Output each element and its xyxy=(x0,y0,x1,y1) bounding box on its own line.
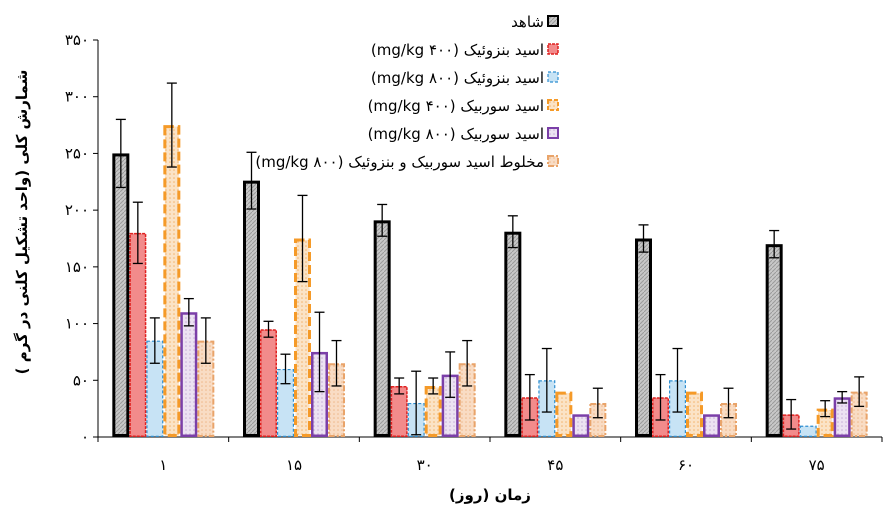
bar xyxy=(572,414,590,438)
bar xyxy=(328,363,345,437)
legend-swatch xyxy=(547,127,559,139)
bar xyxy=(833,397,851,437)
bar xyxy=(390,385,408,438)
bar xyxy=(129,232,147,437)
legend-swatch xyxy=(547,71,559,83)
bar xyxy=(458,363,476,437)
bar xyxy=(243,180,260,437)
y-tick-label: ۳۰۰ xyxy=(65,88,89,106)
y-tick-label: ۱۰۰ xyxy=(65,315,89,333)
x-tick-label: ۶۰ xyxy=(678,456,694,474)
bar xyxy=(703,414,720,438)
x-tick-label: ۳۰ xyxy=(417,456,433,474)
x-tick-label: ۱ xyxy=(159,456,167,474)
y-tick-label: ۰ xyxy=(81,428,89,446)
x-axis-title: زمان (روز) xyxy=(449,486,531,504)
legend-swatch xyxy=(547,155,559,167)
bar xyxy=(635,238,652,437)
bar xyxy=(180,312,198,438)
bar xyxy=(504,231,522,437)
y-tick-label: ۲۰۰ xyxy=(65,201,89,219)
legend-label: مخلوط اسید سوربیک و بنزوئیک (۸۰۰ mg/kg) xyxy=(255,153,544,171)
y-tick-label: ۲۵۰ xyxy=(65,144,89,162)
bar xyxy=(112,153,130,438)
legend-label: اسید سوربیک (۴۰۰ mg/kg) xyxy=(368,97,544,115)
bar xyxy=(720,402,737,438)
x-tick-label: ۴۵ xyxy=(547,456,563,474)
y-tick-label: ۳۵۰ xyxy=(65,31,89,49)
bar xyxy=(850,391,868,437)
legend-label: شاهد xyxy=(511,13,544,31)
y-tick-label: ۵۰ xyxy=(73,371,89,389)
x-tick-label: ۱۵ xyxy=(286,456,302,474)
bar xyxy=(589,402,607,438)
bar xyxy=(163,125,181,437)
legend-swatch xyxy=(547,15,559,27)
legend-label: اسید بنزوئیک (۴۰۰ mg/kg) xyxy=(371,41,544,59)
legend-swatch xyxy=(547,43,559,55)
y-axis-title: شمارش کلی (واحد تشکیل کلنی در گرم ) xyxy=(13,70,31,375)
bar xyxy=(555,391,573,437)
bar xyxy=(765,244,783,437)
bar xyxy=(197,340,215,438)
x-tick-label: ۷۵ xyxy=(809,456,825,474)
legend-label: اسید سوربیک (۸۰۰ mg/kg) xyxy=(368,125,544,143)
bar xyxy=(686,391,703,437)
legend-label: اسید بنزوئیک (۸۰۰ mg/kg) xyxy=(371,69,544,87)
bar xyxy=(424,385,442,438)
bar xyxy=(373,220,391,437)
y-tick-label: ۱۵۰ xyxy=(65,258,89,276)
bar xyxy=(260,329,277,437)
bar xyxy=(799,425,817,437)
legend-swatch xyxy=(547,99,559,111)
